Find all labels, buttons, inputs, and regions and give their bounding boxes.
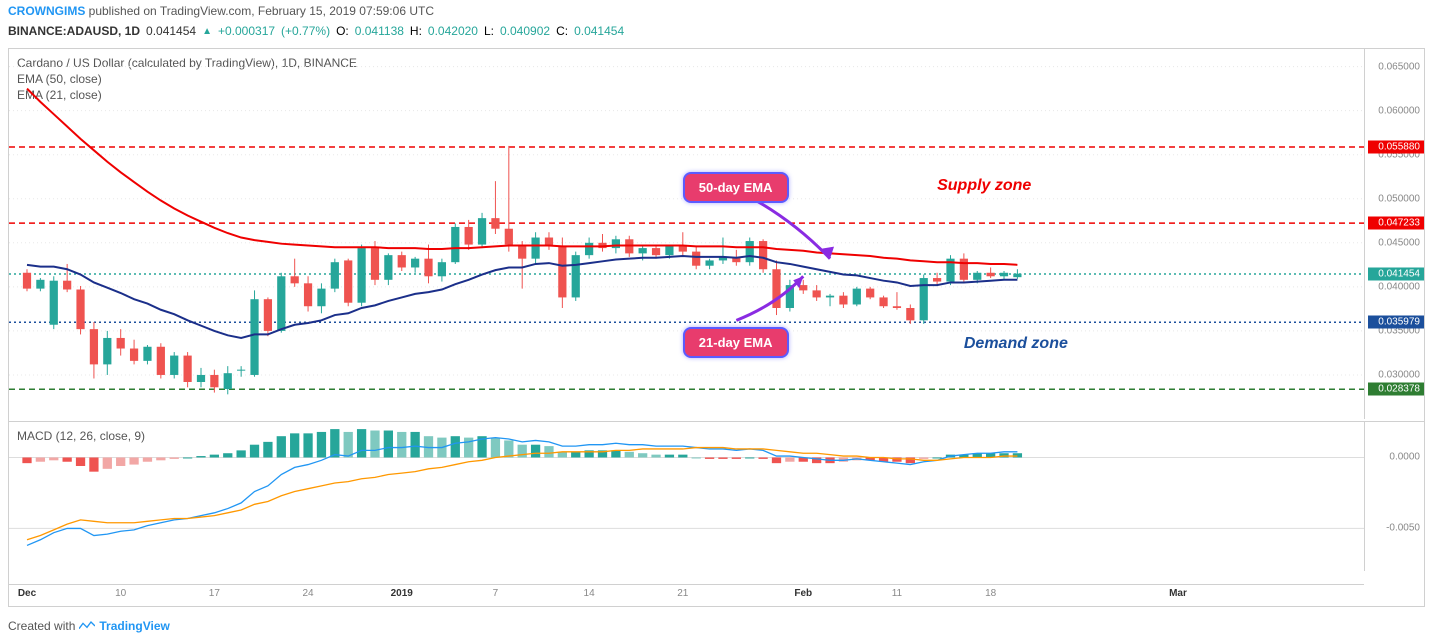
- demand-zone-label: Demand zone: [964, 335, 1068, 353]
- macd-axis: 0.0000-0.0050: [1364, 421, 1424, 571]
- last-price: 0.041454: [146, 24, 196, 38]
- c-val: 0.041454: [574, 24, 624, 38]
- macd-pane[interactable]: MACD (12, 26, close, 9): [9, 421, 1364, 571]
- o-label: O:: [336, 24, 349, 38]
- price-axis: 0.0300000.0350000.0400000.0450000.050000…: [1364, 49, 1424, 419]
- price-pane[interactable]: Cardano / US Dollar (calculated by Tradi…: [9, 49, 1364, 419]
- callout-ema50: 50-day EMA: [683, 172, 789, 203]
- callout-ema21: 21-day EMA: [683, 327, 789, 358]
- publish-header: CROWNGIMS published on TradingView.com, …: [0, 0, 1433, 22]
- footer: Created with TradingView: [8, 619, 170, 633]
- chart-area[interactable]: Cardano / US Dollar (calculated by Tradi…: [8, 48, 1425, 607]
- l-label: L:: [484, 24, 494, 38]
- price-chart-svg: [9, 49, 1364, 419]
- symbol-info-bar: BINANCE:ADAUSD, 1D 0.041454 ▲ +0.000317 …: [0, 22, 1433, 40]
- c-label: C:: [556, 24, 568, 38]
- up-arrow-icon: ▲: [202, 26, 212, 37]
- o-val: 0.041138: [355, 24, 404, 38]
- change-pct: (+0.77%): [281, 24, 330, 38]
- h-val: 0.042020: [428, 24, 478, 38]
- author: CROWNGIMS: [8, 4, 85, 18]
- h-label: H:: [410, 24, 422, 38]
- time-axis: Dec101724201971421Feb1118Mar: [9, 584, 1364, 606]
- tradingview-icon: [79, 620, 95, 632]
- change: +0.000317: [218, 24, 275, 38]
- l-val: 0.040902: [500, 24, 550, 38]
- supply-zone-label: Supply zone: [937, 177, 1031, 195]
- macd-svg: [9, 422, 1364, 571]
- symbol: BINANCE:ADAUSD, 1D: [8, 24, 140, 38]
